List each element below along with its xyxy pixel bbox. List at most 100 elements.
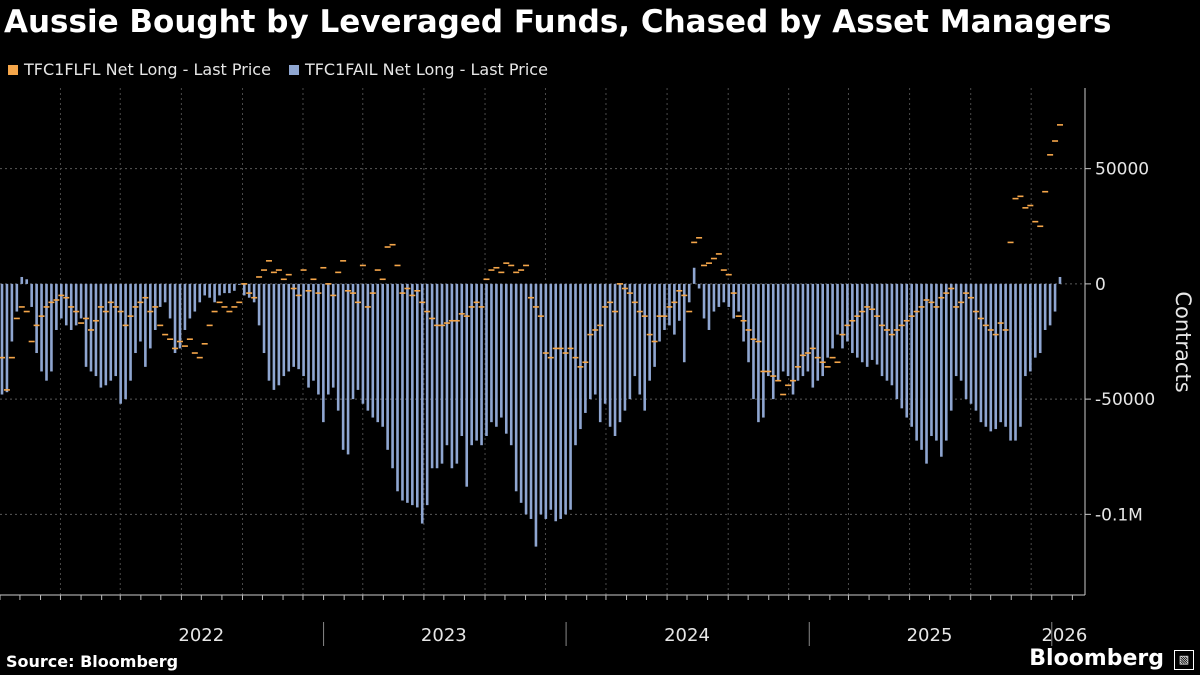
x-year-label: 2026 <box>1041 625 1087 646</box>
asset-manager-bar <box>737 283 740 312</box>
leveraged-fund-mark <box>300 269 307 271</box>
leveraged-fund-mark <box>429 317 436 320</box>
asset-manager-bar <box>559 283 562 519</box>
asset-manager-bar <box>475 283 478 441</box>
leveraged-fund-mark <box>656 315 663 317</box>
asset-manager-bar <box>64 283 68 326</box>
leveraged-fund-mark <box>493 266 500 269</box>
asset-manager-bar <box>440 283 444 464</box>
leveraged-fund-mark <box>661 315 668 317</box>
asset-manager-bar <box>262 283 266 354</box>
asset-manager-bar <box>79 283 83 319</box>
leveraged-fund-mark <box>384 246 391 248</box>
asset-manager-bar <box>495 283 498 427</box>
asset-manager-bar <box>1024 283 1027 377</box>
asset-manager-bar <box>806 283 810 372</box>
leveraged-fund-mark <box>315 292 322 294</box>
asset-manager-bar <box>381 283 384 427</box>
asset-manager-bar <box>406 283 409 503</box>
leveraged-fund-mark <box>523 264 530 267</box>
leveraged-fund-mark <box>256 276 263 278</box>
leveraged-fund-mark <box>399 292 406 294</box>
leveraged-fund-mark <box>53 299 60 301</box>
leveraged-fund-mark <box>83 317 90 320</box>
asset-manager-bar <box>618 283 622 423</box>
asset-manager-bar <box>45 283 48 381</box>
asset-manager-bar <box>1029 283 1032 372</box>
leveraged-fund-mark <box>142 296 149 299</box>
asset-manager-bar <box>346 283 350 455</box>
asset-manager-bar <box>865 283 869 367</box>
asset-manager-bar <box>287 283 291 372</box>
asset-manager-bar <box>257 283 261 326</box>
asset-manager-bar <box>450 283 454 469</box>
leveraged-fund-mark <box>359 264 366 267</box>
asset-manager-bar <box>821 283 824 377</box>
asset-manager-bar <box>282 283 286 377</box>
leveraged-fund-mark <box>577 366 584 368</box>
asset-manager-bar <box>851 283 854 354</box>
leveraged-fund-mark <box>127 315 134 317</box>
leveraged-fund-mark <box>750 338 757 340</box>
asset-manager-bar <box>1043 283 1047 330</box>
asset-manager-bar <box>910 283 913 427</box>
leveraged-fund-mark <box>236 301 243 304</box>
asset-manager-bar <box>959 283 963 381</box>
asset-manager-bar <box>84 283 88 367</box>
leveraged-fund-mark <box>770 375 777 377</box>
asset-manager-bar <box>188 283 192 319</box>
leveraged-fund-mark <box>641 315 648 317</box>
leveraged-fund-mark <box>518 269 525 271</box>
asset-manager-bar <box>514 283 518 492</box>
asset-manager-bar <box>272 283 276 390</box>
asset-manager-bar <box>218 283 221 296</box>
leveraged-fund-mark <box>879 324 886 327</box>
leveraged-fund-marks <box>0 124 1063 396</box>
leveraged-fund-mark <box>755 340 762 343</box>
asset-manager-bar <box>0 283 4 395</box>
leveraged-fund-mark <box>923 299 930 301</box>
leveraged-fund-mark <box>883 329 890 331</box>
leveraged-fund-mark <box>488 269 495 271</box>
leveraged-fund-mark <box>1042 190 1049 193</box>
leveraged-fund-mark <box>532 306 539 308</box>
leveraged-fund-mark <box>602 306 609 308</box>
leveraged-fund-mark <box>893 329 900 331</box>
leveraged-fund-mark <box>705 262 712 264</box>
leveraged-fund-mark <box>404 287 411 290</box>
leveraged-fund-mark <box>448 319 455 322</box>
leveraged-fund-mark <box>364 306 371 308</box>
leveraged-fund-mark <box>528 296 534 299</box>
x-year-label: 2024 <box>664 625 710 646</box>
asset-manager-bar <box>149 283 152 349</box>
asset-manager-bar <box>994 283 998 430</box>
leveraged-fund-mark <box>676 290 683 292</box>
asset-manager-bar <box>144 283 147 367</box>
leveraged-fund-mark <box>760 370 767 373</box>
leveraged-fund-mark <box>562 352 569 354</box>
asset-manager-bar <box>969 283 973 404</box>
leveraged-fund-mark <box>295 294 302 297</box>
leveraged-fund-mark <box>938 296 945 299</box>
leveraged-fund-mark <box>122 324 129 327</box>
leveraged-fund-mark <box>503 262 510 264</box>
asset-manager-bar <box>203 283 207 296</box>
asset-manager-bar <box>633 283 637 377</box>
asset-manager-bar <box>223 283 226 294</box>
leveraged-fund-mark <box>478 306 485 308</box>
legend-item-asset-managers: TFC1FAIL Net Long - Last Price <box>288 60 548 79</box>
asset-manager-bar <box>470 283 473 446</box>
asset-manager-bar <box>267 283 271 381</box>
asset-manager-bar <box>544 283 548 519</box>
asset-manager-bar <box>114 283 118 377</box>
asset-manager-bar <box>15 283 19 312</box>
leveraged-fund-mark <box>68 306 75 308</box>
asset-manager-bar <box>747 283 750 363</box>
asset-manager-bar <box>386 283 389 450</box>
leveraged-fund-mark <box>463 315 470 317</box>
asset-manager-bar <box>801 283 805 377</box>
leveraged-fund-mark <box>908 315 915 317</box>
leveraged-fund-mark <box>1002 329 1009 331</box>
asset-manager-bar <box>574 283 577 446</box>
leveraged-fund-mark <box>325 283 332 285</box>
